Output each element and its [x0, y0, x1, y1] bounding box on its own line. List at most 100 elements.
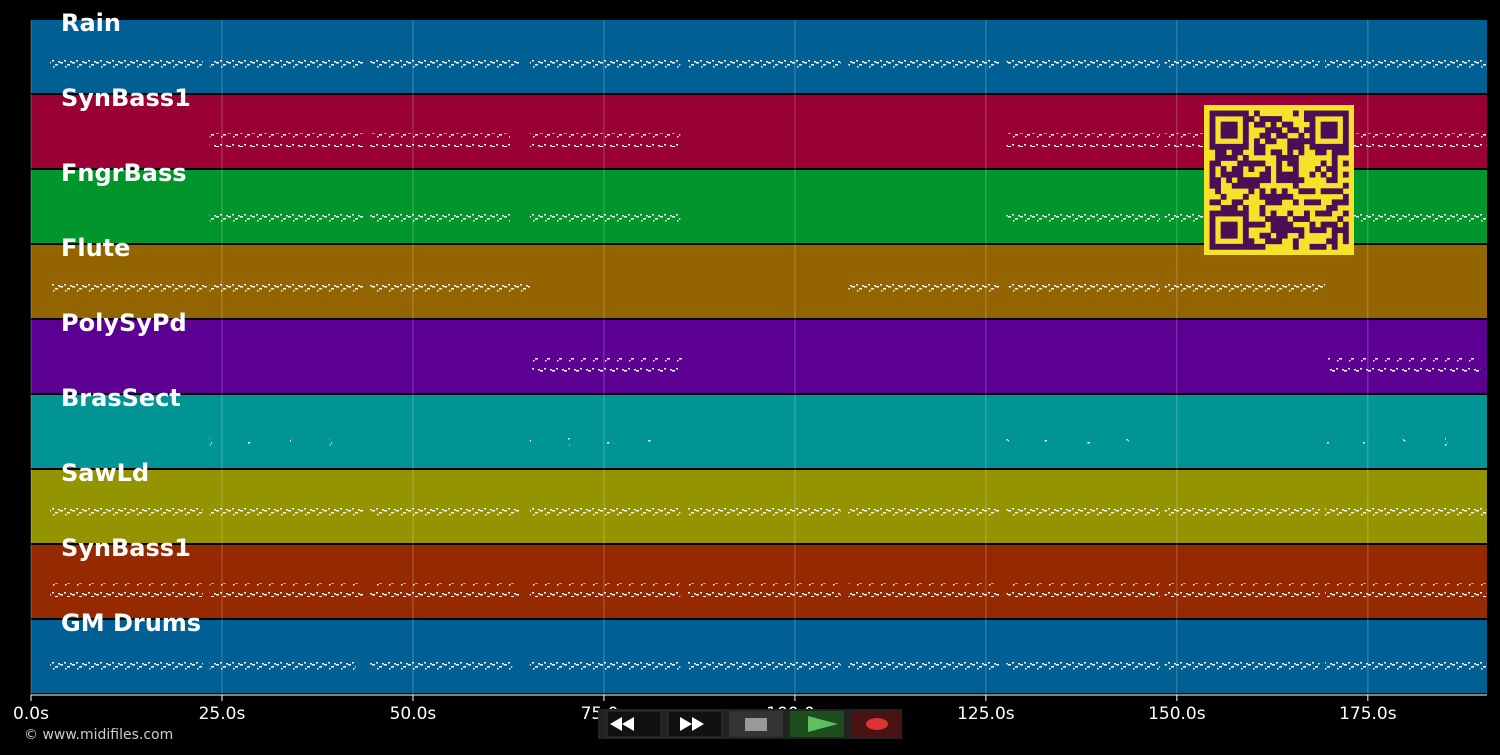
note-segment: [687, 658, 841, 672]
qr-module: [1259, 221, 1266, 228]
qr-module: [1326, 121, 1333, 128]
qr-module: [1298, 227, 1305, 234]
qr-module: [1298, 143, 1305, 150]
qr-module: [1276, 171, 1283, 178]
qr-module: [1331, 127, 1338, 134]
qr-module: [1287, 221, 1294, 228]
qr-module: [1254, 177, 1260, 184]
qr-module: [1226, 177, 1233, 184]
qr-module: [1342, 221, 1349, 228]
note-segment: [1164, 58, 1320, 72]
qr-module: [1265, 199, 1271, 206]
qr-module: [1315, 143, 1321, 150]
qr-module: [1226, 221, 1233, 228]
note-segment: [532, 358, 682, 372]
qr-module: [1287, 127, 1294, 134]
qr-module: [1209, 216, 1216, 222]
qr-module: [1326, 177, 1333, 184]
note-segment: [1164, 283, 1326, 297]
play-button[interactable]: [790, 711, 844, 737]
qr-module: [1276, 216, 1283, 222]
note-segment: [209, 133, 364, 147]
qr-module: [1281, 216, 1288, 222]
qr-module: [1231, 121, 1238, 128]
qr-module: [1331, 132, 1338, 139]
qr-module: [1287, 193, 1294, 200]
track-lane: [31, 20, 1487, 93]
track-name: SynBass1: [61, 84, 191, 112]
note-segment: [329, 433, 332, 447]
qr-module: [1265, 177, 1271, 184]
qr-module: [1270, 127, 1277, 134]
qr-module: [1298, 138, 1305, 145]
note-segment: [1325, 133, 1487, 147]
note-segment: [370, 58, 520, 72]
note-segment: [1164, 583, 1320, 597]
note-segment: [848, 583, 1000, 597]
note-segment: [529, 658, 681, 672]
qr-module: [1320, 121, 1327, 128]
qr-module: [1298, 177, 1305, 184]
qr-module: [1270, 138, 1277, 145]
qr-module: [1265, 216, 1271, 222]
qr-module: [1315, 110, 1321, 117]
qr-module: [1237, 243, 1244, 250]
qr-module: [1242, 210, 1249, 217]
note-segment: [1326, 433, 1329, 447]
qr-module: [1270, 149, 1277, 156]
qr-module: [1320, 160, 1327, 167]
qr-module: [1276, 155, 1283, 161]
qr-module: [1242, 232, 1249, 239]
qr-module: [1320, 171, 1327, 178]
qr-module: [1231, 132, 1238, 139]
qr-module: [1320, 132, 1327, 139]
stop-button[interactable]: [729, 711, 783, 737]
x-tick-label: 50.0s: [390, 704, 437, 724]
qr-module: [1270, 193, 1277, 200]
note-segment: [51, 283, 207, 297]
forward-button[interactable]: [667, 710, 723, 738]
qr-module: [1248, 160, 1255, 167]
qr-module: [1298, 132, 1305, 139]
note-segment: [209, 208, 364, 222]
qr-module: [1265, 138, 1271, 145]
record-button[interactable]: [851, 711, 901, 737]
qr-module: [1309, 243, 1316, 250]
qr-module: [1276, 149, 1283, 156]
qr-module: [1259, 149, 1266, 156]
qr-module: [1265, 166, 1271, 172]
qr-module: [1292, 160, 1299, 167]
qr-module: [1309, 110, 1316, 117]
qr-module: [1226, 171, 1233, 178]
qr-module: [1276, 227, 1283, 234]
qr-module: [1242, 243, 1249, 250]
qr-module: [1237, 177, 1244, 184]
qr-module: [1242, 177, 1249, 184]
note-segment: [529, 58, 681, 72]
qr-module: [1292, 155, 1299, 161]
qr-module: [1304, 199, 1310, 206]
qr-module: [1304, 127, 1310, 134]
qr-module: [1220, 232, 1227, 239]
qr-module: [1209, 138, 1216, 145]
qr-module: [1254, 221, 1260, 228]
qr-module: [1292, 182, 1299, 189]
qr-module: [1220, 132, 1227, 139]
qr-module: [1231, 227, 1238, 234]
note-segment: [529, 208, 681, 222]
qr-module: [1276, 116, 1283, 122]
qr-module: [1320, 188, 1327, 195]
qr-module: [1242, 205, 1249, 211]
qr-module: [1242, 160, 1249, 167]
note-segment: [1006, 433, 1009, 447]
qr-module: [1220, 110, 1227, 117]
note-segment: [1006, 583, 1161, 597]
rewind-button[interactable]: [606, 710, 662, 738]
x-tick-label: 25.0s: [199, 704, 246, 724]
track-name: FngrBass: [61, 159, 187, 187]
qr-module: [1226, 132, 1233, 139]
note-segment: [1126, 433, 1129, 447]
qr-module: [1331, 143, 1338, 150]
qr-module: [1226, 243, 1233, 250]
qr-module: [1226, 232, 1233, 239]
